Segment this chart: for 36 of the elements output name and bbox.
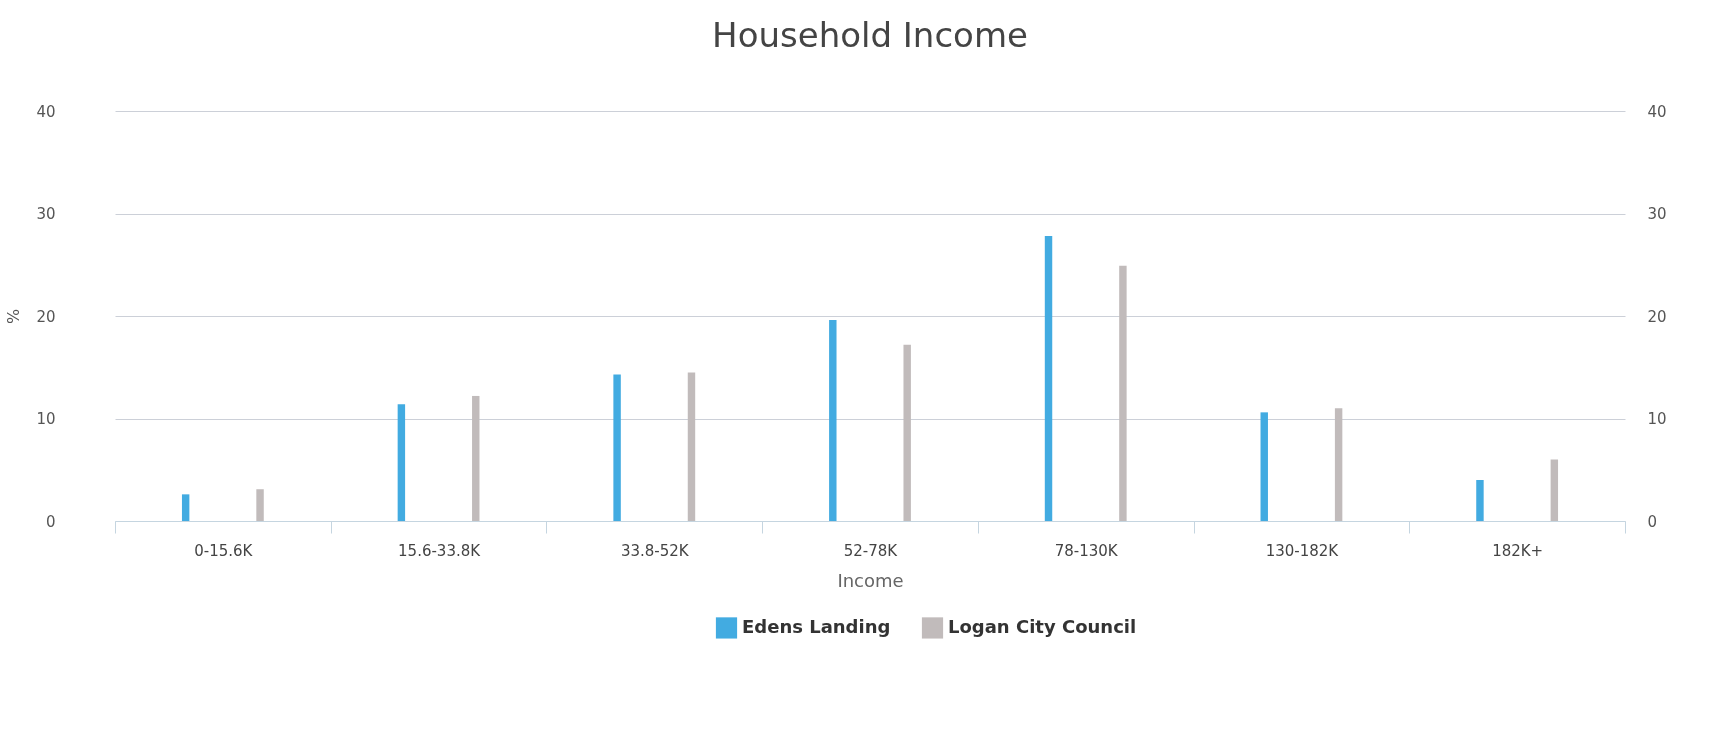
x-tick-label: 130-182K	[1265, 541, 1340, 560]
bar	[1334, 408, 1343, 521]
y2-tick-label: 20	[1647, 307, 1667, 326]
y2-tick-label: 40	[1647, 102, 1667, 121]
y-tick-label: 10	[36, 410, 56, 428]
bar	[256, 489, 264, 521]
bar	[829, 320, 837, 521]
x-tick-label: 78-130K	[1054, 541, 1119, 560]
bar	[397, 404, 406, 521]
x-tick-label: 0-15.6K	[194, 541, 254, 560]
y-axis-title: %	[4, 308, 24, 325]
bar	[1550, 459, 1559, 521]
bar	[1119, 265, 1127, 521]
bar	[1476, 480, 1484, 521]
x-tick-label: 182K+	[1492, 541, 1544, 560]
bar	[1044, 236, 1053, 521]
bar	[613, 374, 621, 521]
y-tick-label: 20	[36, 307, 56, 326]
y2-tick-label: 10	[1647, 410, 1667, 428]
chart-title: Household Income	[712, 15, 1028, 55]
x-tick-label: 33.8-52K	[620, 541, 690, 560]
legend-label: Edens Landing	[742, 615, 891, 637]
y-tick-label: 0	[45, 512, 56, 531]
bar	[903, 344, 911, 521]
x-tick-label: 15.6-33.8K	[398, 541, 482, 560]
y-tick-label: 30	[36, 205, 56, 223]
x-axis-title: Income	[837, 569, 904, 591]
bar	[687, 372, 696, 521]
x-tick-label: 52-78K	[843, 541, 899, 560]
y-tick-label: 40	[36, 102, 56, 121]
legend-label: Logan City Council	[948, 615, 1137, 637]
y2-tick-label: 0	[1647, 512, 1658, 531]
bar	[1260, 412, 1268, 521]
y2-tick-label: 30	[1647, 205, 1667, 223]
bar	[472, 395, 480, 521]
bar	[181, 494, 190, 521]
